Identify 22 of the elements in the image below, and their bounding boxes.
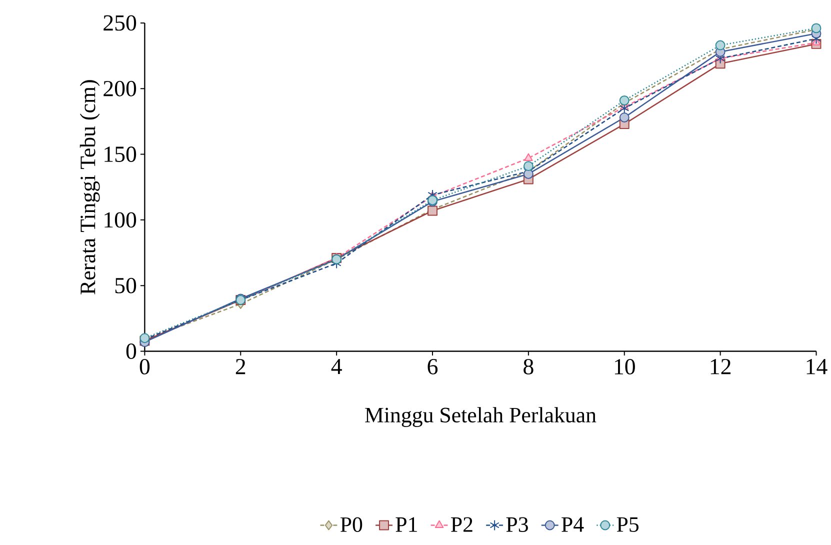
legend-label: P0	[340, 517, 362, 532]
y-tick-label: 250	[104, 15, 136, 31]
y-tick-label: 200	[104, 80, 136, 96]
y-axis-title: Rerata Tinggi Tebu (cm)	[80, 80, 100, 294]
x-tick-label: 6	[428, 359, 438, 374]
legend-label: P2	[451, 517, 472, 532]
legend-label: P3	[506, 517, 528, 532]
x-axis-title: Minggu Setelah Perlakuan	[365, 407, 596, 428]
x-tick-label: 14	[806, 359, 828, 374]
legend-label: P1	[396, 517, 417, 532]
x-tick-label: 4	[331, 359, 342, 374]
x-tick-label: 12	[710, 359, 730, 374]
y-tick-label: 100	[104, 212, 136, 228]
legend-label: P4	[562, 517, 584, 532]
legend-label: P5	[616, 517, 639, 532]
x-tick-label: 2	[236, 359, 246, 374]
y-tick-label: 50	[115, 278, 136, 294]
y-tick-label: 0	[126, 344, 136, 360]
y-tick-label: 150	[104, 146, 136, 162]
x-tick-label: 0	[140, 359, 150, 375]
x-tick-label: 10	[614, 359, 635, 375]
x-tick-label: 8	[524, 359, 534, 375]
